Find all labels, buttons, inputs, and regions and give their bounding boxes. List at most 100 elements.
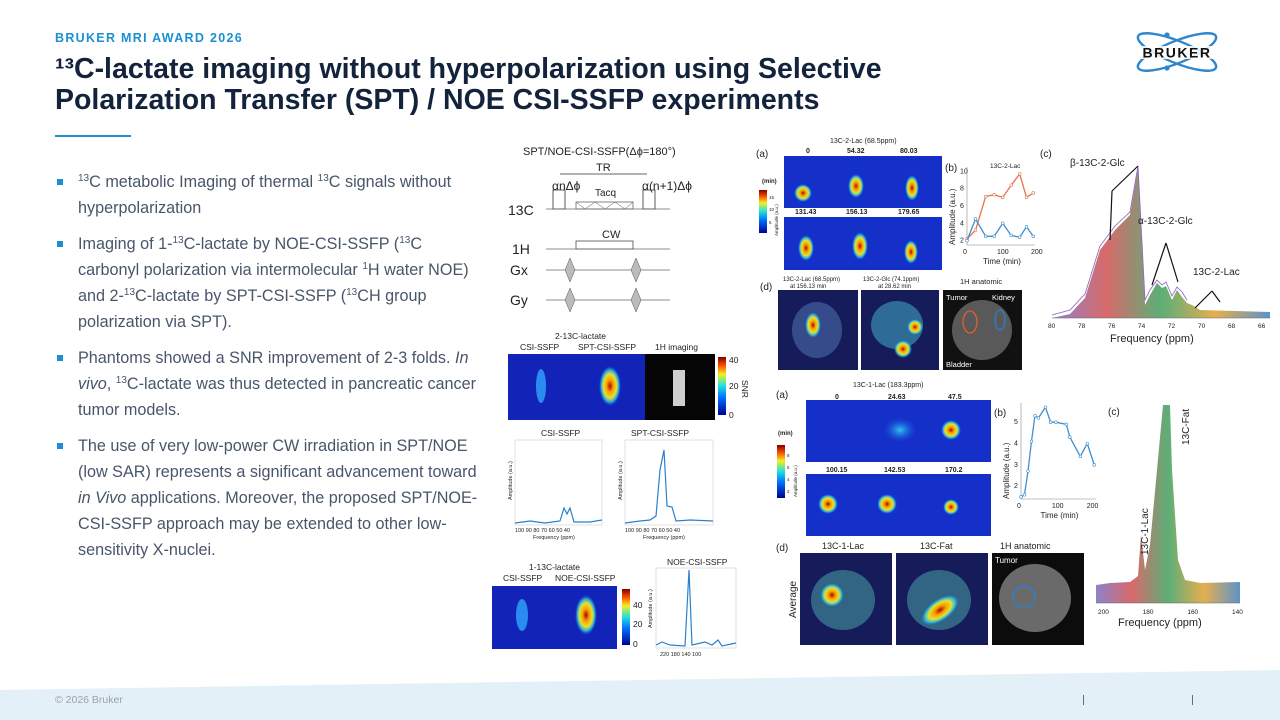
page-title: ¹³C-lactate imaging without hyperpolariz… [55, 54, 882, 116]
y-tick-label: 8 [960, 186, 964, 193]
data-point [1078, 454, 1083, 459]
cbar-tick: 6 [787, 465, 790, 470]
peak-label: 13C-2-Lac [1193, 267, 1240, 278]
data-point [1033, 414, 1037, 418]
x-ticks: 100 90 80 70 60 50 40 [515, 528, 570, 534]
bullet-text: CH group polarization via SPT). [78, 287, 427, 331]
time-course-plot-1lac: 0 100 200 2 3 4 5 Time (min) Amplitude (a.u.) [1002, 403, 1099, 520]
time-label: 80.03 [900, 148, 918, 155]
x-axis-label: Time (min) [983, 257, 1021, 266]
y-tick-label: 6 [960, 203, 964, 210]
label-1h-imaging: 1H imaging [655, 342, 698, 352]
data-point [1024, 225, 1029, 229]
cbar-tick: 40 [729, 355, 739, 365]
caption: 13C-2-Glc (74.1ppm) [863, 277, 919, 283]
bullet-list: 13C metabolic Imaging of thermal 13C sig… [55, 169, 485, 573]
x-label: Frequency (ppm) [1118, 617, 1202, 629]
cbar-tick: 8 [787, 453, 790, 458]
data-point [1031, 191, 1036, 195]
bullet-square-icon [57, 443, 63, 449]
spectrum-stack-1lac [1096, 405, 1240, 604]
row-label: Average [788, 580, 799, 618]
data-point [1029, 439, 1034, 444]
bullet-text: C metabolic Imaging of thermal [89, 173, 318, 191]
data-point [1000, 195, 1005, 200]
x-ticks: 100 90 80 70 60 50 40 [625, 528, 680, 534]
data-point [965, 238, 969, 243]
caption: at 28.62 min [878, 284, 911, 290]
footer-divider [1192, 695, 1193, 705]
bullet-text: 13 [123, 287, 136, 298]
cbar-tick: 4 [787, 477, 790, 482]
title-line-1: ¹³C-lactate imaging without hyperpolariz… [55, 53, 882, 85]
bruker-logo: BRUKER [1130, 32, 1226, 72]
bullet-item: Imaging of 1-13C-lactate by NOE-CSI-SSFP… [55, 231, 485, 335]
x-tick-label: 76 [1108, 323, 1116, 330]
title-line-2: Polarization Transfer (SPT) / NOE CSI-SS… [55, 84, 820, 116]
y-label: Amplitude (a.u.) [508, 461, 514, 500]
data-point [1019, 495, 1023, 499]
title-underline [55, 135, 131, 137]
data-point [1064, 422, 1069, 427]
data-point [1048, 420, 1053, 424]
panel-label: (d) [760, 282, 772, 293]
y-label: Amplitude (a.u.) [648, 589, 654, 628]
plot-title: SPT-CSI-SSFP [631, 428, 689, 438]
data-point [1024, 195, 1029, 200]
data-point [1092, 463, 1096, 467]
time-label: 179.65 [898, 209, 920, 216]
bullet-text: , [106, 375, 116, 393]
data-point [1054, 420, 1058, 424]
bullet-text: Imaging of 1- [78, 235, 173, 253]
footer-divider [1083, 695, 1084, 705]
y-tick-label: 2 [960, 238, 964, 245]
cbar-label: Amplitude (a.u.) [774, 204, 779, 236]
time-label: 54.32 [847, 148, 865, 155]
pulse-seq-title: SPT/NOE-CSI-SSFP(Δϕ=180°) [523, 146, 676, 158]
x-label: Frequency (ppm) [533, 535, 575, 541]
x-tick-label: 72 [1168, 323, 1176, 330]
alpha1-label: αnΔϕ [552, 179, 581, 193]
y-axis-label: Amplitude (a.u.) [1002, 442, 1011, 499]
phantom-2lac-title: 2-13C-lactate [555, 331, 606, 341]
award-kicker: BRUKER MRI AWARD 2026 [55, 31, 243, 45]
caption: 1H anatomic [960, 277, 1002, 286]
peak-label: 13C-1-Lac [1140, 508, 1151, 555]
time-label: 0 [806, 148, 810, 155]
bullet-text: C-lactate by SPT-CSI-SSFP ( [135, 287, 347, 305]
x-tick-label: 100 [1052, 503, 1064, 510]
x-tick-label: 140 [1232, 609, 1243, 616]
bullet-text: Phantoms showed a SNR improvement of 2-3… [78, 349, 455, 367]
bullet-item: 13C metabolic Imaging of thermal 13C sig… [55, 169, 485, 221]
bullet-item: The use of very low-power CW irradiation… [55, 433, 485, 563]
bullet-text: 13 [317, 173, 329, 184]
data-point [1043, 405, 1048, 409]
panel-label: (d) [776, 543, 788, 554]
anat-label: Bladder [946, 360, 972, 369]
panel-title: 13C-1-Lac (183.3ppm) [853, 382, 923, 389]
bullet-text: C signals without hyperpolarization [78, 173, 452, 217]
data-point [1026, 469, 1030, 473]
phantom-1lac-title: 1-13C-lactate [529, 562, 580, 572]
data-point [983, 194, 988, 199]
cbar-tick: 2 [787, 489, 790, 494]
phantom-1-lactate: 1-13C-lactate CSI-SSFP NOE-CSI-SSFP 40 2… [492, 557, 737, 658]
data-point [992, 234, 996, 239]
data-point [1000, 221, 1005, 226]
bullet-text: 13 [115, 375, 127, 386]
tr-label: TR [596, 162, 611, 174]
peak-label: β-13C-2-Glc [1070, 158, 1125, 169]
x-tick-label: 0 [963, 249, 967, 256]
x-tick-label: 66 [1258, 323, 1266, 330]
data-point [973, 217, 978, 221]
cw-label: CW [602, 229, 621, 241]
bullet-text: 13 [172, 235, 184, 246]
bullet-text: applications. Moreover, the proposed SPT… [78, 489, 478, 559]
cbar-tick: 20 [729, 381, 739, 391]
bullet-text: 13 [78, 173, 90, 184]
caption: 13C-Fat [920, 541, 953, 551]
y-axis-label: Amplitude (a.u.) [948, 188, 957, 245]
invivo-2-lactate-figure: (a) 13C-2-Lac (68.5ppm) 0 54.32 80.03 13… [756, 138, 1270, 370]
bullet-text: 13 [346, 287, 358, 298]
